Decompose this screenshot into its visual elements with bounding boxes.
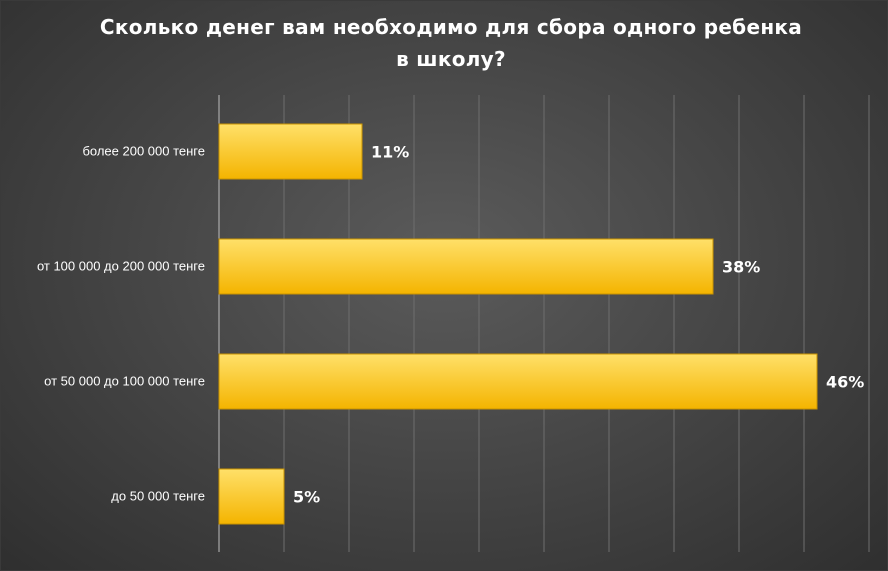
bar	[218, 353, 818, 410]
data-label: 38%	[722, 258, 760, 277]
category-label: до 50 000 тенге	[111, 489, 205, 504]
data-label: 11%	[371, 143, 409, 162]
data-label: 5%	[293, 488, 320, 507]
data-label: 46%	[826, 373, 864, 392]
chart-title: Сколько денег вам необходимо для сбора о…	[99, 15, 803, 71]
bars	[218, 123, 818, 525]
category-label: более 200 000 тенге	[82, 144, 205, 159]
bar	[218, 238, 714, 295]
category-label: от 100 000 до 200 000 тенге	[37, 259, 205, 274]
gridlines	[218, 95, 870, 552]
bar	[218, 468, 285, 525]
labels: более 200 000 тенге 11% от 100 000 до 200 …	[37, 143, 864, 507]
bar	[218, 123, 363, 180]
category-label: от 50 000 до 100 000 тенге	[44, 374, 205, 389]
